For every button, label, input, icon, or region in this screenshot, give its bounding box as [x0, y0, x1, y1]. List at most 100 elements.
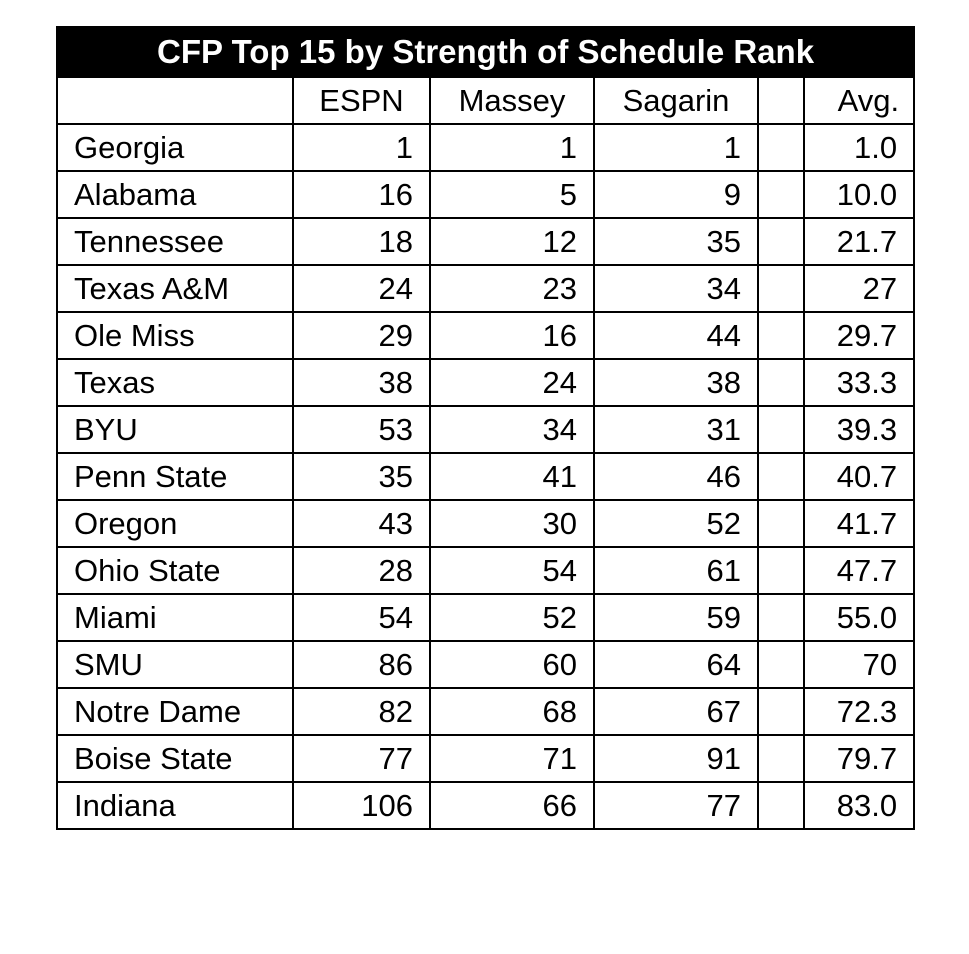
avg-cell: 1.0 — [802, 123, 916, 172]
table-row: Texas 38 24 38 33.3 — [56, 358, 916, 407]
spacer-cell — [757, 499, 805, 548]
sagarin-cell: 35 — [593, 217, 759, 266]
team-cell: Tennessee — [56, 217, 294, 266]
sos-table: CFP Top 15 by Strength of Schedule Rank … — [55, 26, 916, 830]
massey-cell: 1 — [429, 123, 595, 172]
espn-cell: 16 — [292, 170, 431, 219]
table-row: Notre Dame 82 68 67 72.3 — [56, 687, 916, 736]
massey-cell: 60 — [429, 640, 595, 689]
massey-cell: 34 — [429, 405, 595, 454]
espn-cell: 86 — [292, 640, 431, 689]
header-massey: Massey — [429, 76, 595, 125]
espn-cell: 38 — [292, 358, 431, 407]
massey-cell: 23 — [429, 264, 595, 313]
sagarin-cell: 9 — [593, 170, 759, 219]
espn-cell: 28 — [292, 546, 431, 595]
sagarin-cell: 64 — [593, 640, 759, 689]
team-cell: Indiana — [56, 781, 294, 830]
avg-cell: 55.0 — [802, 593, 916, 642]
espn-cell: 77 — [292, 734, 431, 783]
team-cell: Texas A&M — [56, 264, 294, 313]
team-cell: Boise State — [56, 734, 294, 783]
spacer-cell — [757, 546, 805, 595]
table-row: BYU 53 34 31 39.3 — [56, 405, 916, 454]
spacer-cell — [757, 217, 805, 266]
avg-cell: 27 — [802, 264, 916, 313]
massey-cell: 16 — [429, 311, 595, 360]
massey-cell: 12 — [429, 217, 595, 266]
table-body: Georgia 1 1 1 1.0 Alabama 16 5 9 10.0 Tennessee 18 1… — [56, 123, 916, 830]
massey-cell: 68 — [429, 687, 595, 736]
header-espn: ESPN — [292, 76, 431, 125]
spacer-cell — [757, 405, 805, 454]
team-cell: BYU — [56, 405, 294, 454]
header-team — [56, 76, 294, 125]
avg-cell: 41.7 — [802, 499, 916, 548]
massey-cell: 41 — [429, 452, 595, 501]
header-avg: Avg. — [802, 76, 916, 125]
massey-cell: 30 — [429, 499, 595, 548]
sagarin-cell: 34 — [593, 264, 759, 313]
sagarin-cell: 77 — [593, 781, 759, 830]
sagarin-cell: 91 — [593, 734, 759, 783]
table-row: Texas A&M 24 23 34 27 — [56, 264, 916, 313]
sagarin-cell: 1 — [593, 123, 759, 172]
massey-cell: 5 — [429, 170, 595, 219]
spacer-cell — [757, 734, 805, 783]
team-cell: Ohio State — [56, 546, 294, 595]
table-row: Ole Miss 29 16 44 29.7 — [56, 311, 916, 360]
header-row: ESPN Massey Sagarin Avg. — [56, 76, 916, 125]
spacer-cell — [757, 123, 805, 172]
header-spacer — [757, 76, 805, 125]
sagarin-cell: 38 — [593, 358, 759, 407]
massey-cell: 24 — [429, 358, 595, 407]
espn-cell: 1 — [292, 123, 431, 172]
header-sagarin: Sagarin — [593, 76, 759, 125]
massey-cell: 66 — [429, 781, 595, 830]
espn-cell: 35 — [292, 452, 431, 501]
team-cell: SMU — [56, 640, 294, 689]
espn-cell: 54 — [292, 593, 431, 642]
espn-cell: 82 — [292, 687, 431, 736]
team-cell: Oregon — [56, 499, 294, 548]
espn-cell: 18 — [292, 217, 431, 266]
table-row: Miami 54 52 59 55.0 — [56, 593, 916, 642]
table-row: Tennessee 18 12 35 21.7 — [56, 217, 916, 266]
espn-cell: 43 — [292, 499, 431, 548]
avg-cell: 21.7 — [802, 217, 916, 266]
table-row: Alabama 16 5 9 10.0 — [56, 170, 916, 219]
avg-cell: 10.0 — [802, 170, 916, 219]
spacer-cell — [757, 452, 805, 501]
avg-cell: 40.7 — [802, 452, 916, 501]
table-row: Georgia 1 1 1 1.0 — [56, 123, 916, 172]
spacer-cell — [757, 687, 805, 736]
espn-cell: 29 — [292, 311, 431, 360]
sos-table-container: CFP Top 15 by Strength of Schedule Rank … — [55, 26, 916, 830]
team-cell: Texas — [56, 358, 294, 407]
espn-cell: 24 — [292, 264, 431, 313]
spacer-cell — [757, 781, 805, 830]
avg-cell: 33.3 — [802, 358, 916, 407]
avg-cell: 29.7 — [802, 311, 916, 360]
spacer-cell — [757, 264, 805, 313]
table-row: Oregon 43 30 52 41.7 — [56, 499, 916, 548]
sagarin-cell: 52 — [593, 499, 759, 548]
title-row: CFP Top 15 by Strength of Schedule Rank — [55, 26, 916, 78]
spacer-cell — [757, 640, 805, 689]
team-cell: Notre Dame — [56, 687, 294, 736]
team-cell: Penn State — [56, 452, 294, 501]
team-cell: Miami — [56, 593, 294, 642]
sagarin-cell: 59 — [593, 593, 759, 642]
massey-cell: 54 — [429, 546, 595, 595]
massey-cell: 52 — [429, 593, 595, 642]
table-row: Indiana 106 66 77 83.0 — [56, 781, 916, 830]
table-row: Penn State 35 41 46 40.7 — [56, 452, 916, 501]
massey-cell: 71 — [429, 734, 595, 783]
sagarin-cell: 61 — [593, 546, 759, 595]
sagarin-cell: 31 — [593, 405, 759, 454]
avg-cell: 79.7 — [802, 734, 916, 783]
spacer-cell — [757, 170, 805, 219]
spacer-cell — [757, 358, 805, 407]
table-row: Boise State 77 71 91 79.7 — [56, 734, 916, 783]
avg-cell: 83.0 — [802, 781, 916, 830]
